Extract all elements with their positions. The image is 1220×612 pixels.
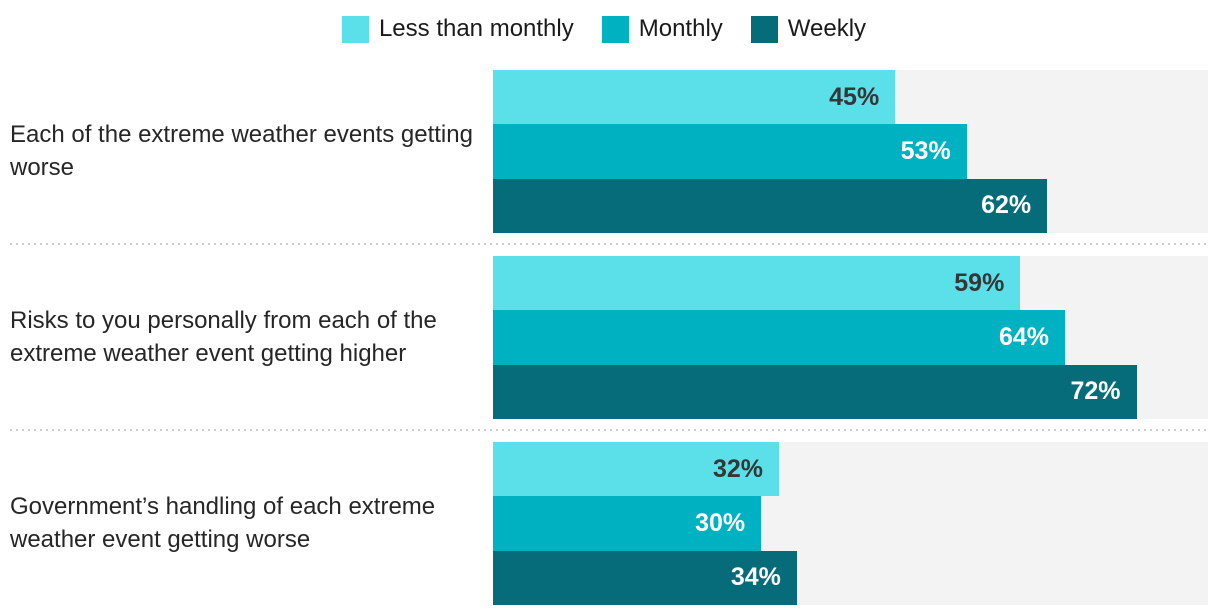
legend-item: Weekly [750,15,867,43]
bar-value-label: 30% [695,508,746,537]
bar-value-label: 53% [900,136,951,165]
bar-track: 59% 64% 72% [493,256,1208,419]
bar-value-label: 34% [730,563,781,592]
bar-track: 32% 30% 34% [493,442,1208,605]
chart-row: Each of the extreme weather events getti… [0,70,1208,233]
bar: 53% [493,124,967,179]
bar-value-label: 45% [829,82,880,111]
bar-chart: Each of the extreme weather events getti… [0,70,1208,605]
legend: Less than monthly Monthly Weekly [0,14,1208,44]
legend-swatch-icon [341,15,369,43]
legend-label: Weekly [787,15,867,42]
legend-label: Less than monthly [378,15,574,42]
bar: 32% [493,442,779,497]
chart-row: Risks to you personally from each of the… [0,256,1208,419]
category-label: Risks to you personally from each of the… [10,307,437,367]
bar: 30% [493,496,762,551]
bar-track: 45% 53% 62% [493,70,1208,233]
bar-value-label: 72% [1070,377,1121,406]
bar: 59% [493,256,1021,311]
bar-value-label: 32% [712,454,763,483]
legend-item: Less than monthly [341,15,574,43]
bar-value-label: 62% [981,191,1032,220]
legend-swatch-icon [750,15,778,43]
bar: 62% [493,178,1048,233]
category-label: Each of the extreme weather events getti… [10,121,473,181]
category-label: Government’s handling of each extreme we… [10,493,436,553]
row-divider [10,429,1208,431]
bar: 64% [493,310,1065,365]
bar-value-label: 64% [998,322,1049,351]
bar: 34% [493,550,797,605]
legend-swatch-icon [601,15,629,43]
legend-label: Monthly [638,15,723,42]
chart-row: Government’s handling of each extreme we… [0,442,1208,605]
bar-value-label: 59% [954,268,1005,297]
legend-item: Monthly [601,15,723,43]
bar: 45% [493,70,896,125]
bar: 72% [493,364,1137,419]
row-divider [10,243,1208,245]
